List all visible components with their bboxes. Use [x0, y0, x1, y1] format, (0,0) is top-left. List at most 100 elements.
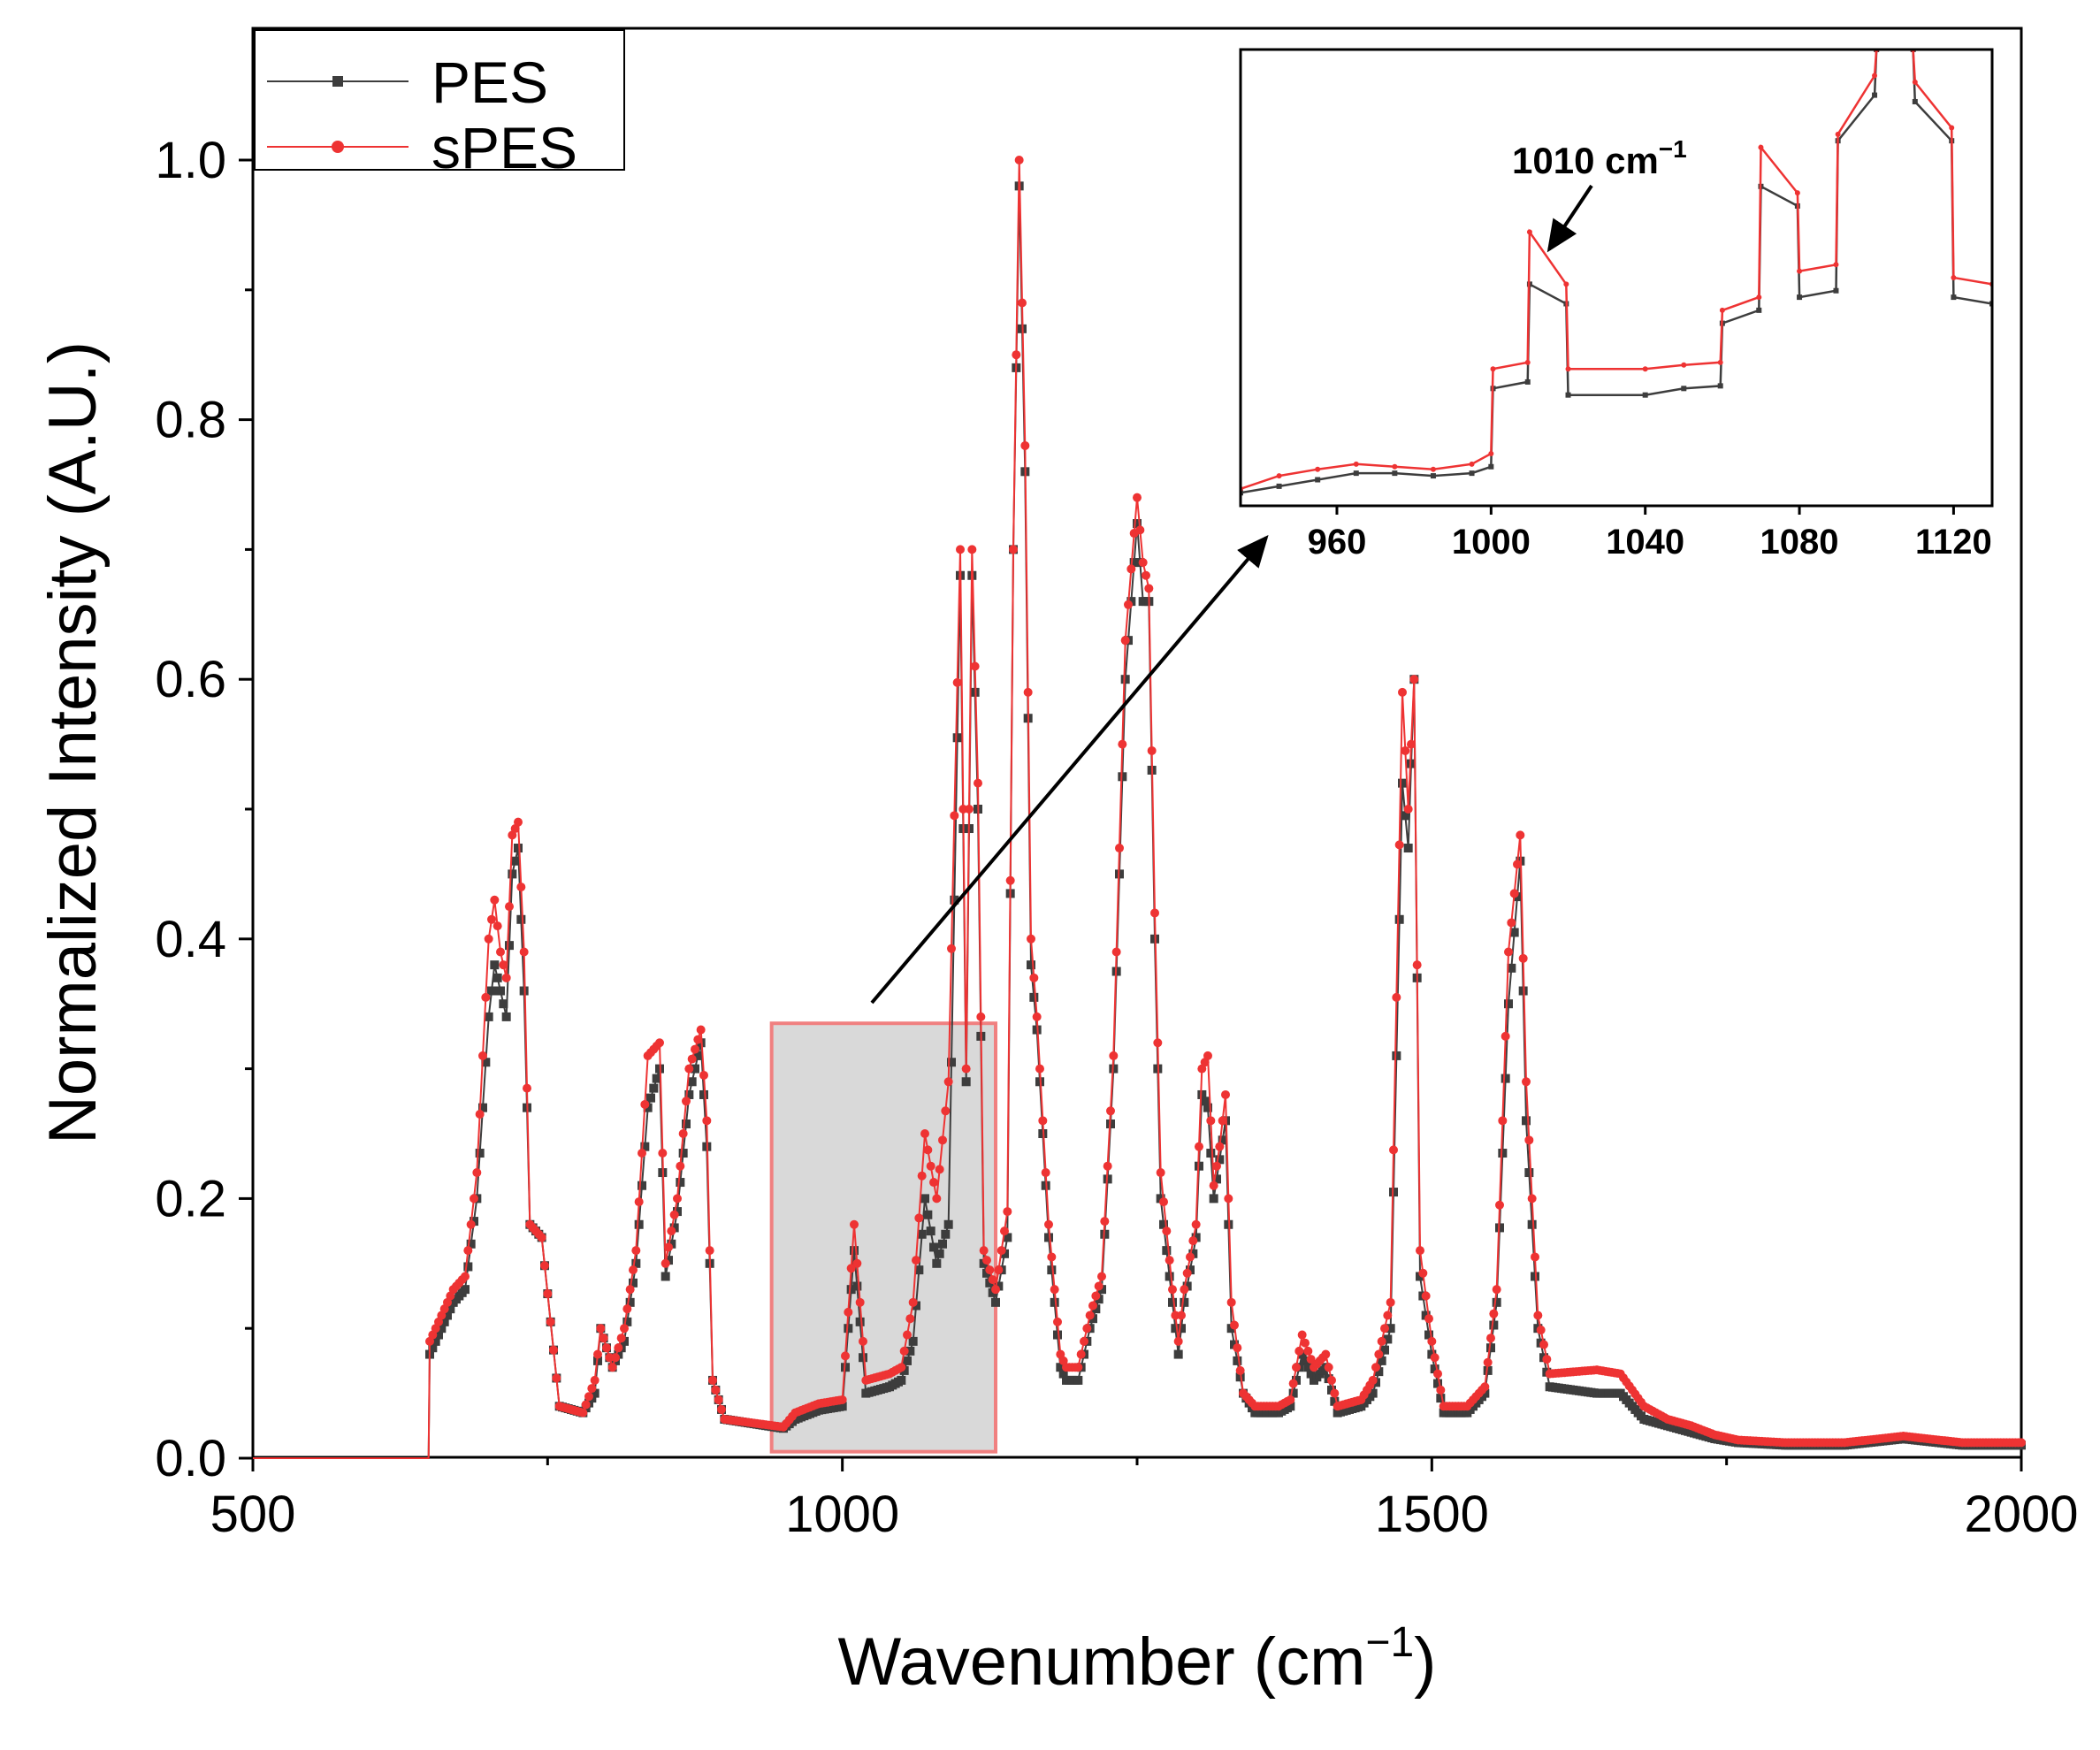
- data-point-spes: [1492, 1285, 1501, 1295]
- data-point-spes: [1368, 1375, 1378, 1385]
- inset-line-spes: [1241, 50, 1992, 490]
- data-point-spes: [1321, 1349, 1331, 1359]
- data-point-spes: [846, 1264, 856, 1273]
- data-point-pes: [1489, 1320, 1499, 1330]
- inset-x-tick-label: 1120: [1915, 523, 1992, 562]
- inset-frame: [1239, 48, 1994, 508]
- data-point-spes: [711, 1385, 721, 1395]
- data-point-pes: [481, 1058, 491, 1067]
- data-point-pes: [1306, 1369, 1316, 1379]
- data-point-pes: [950, 895, 959, 905]
- data-point-spes: [472, 1168, 482, 1178]
- data-point-pes: [897, 1375, 906, 1385]
- data-point-pes: [1486, 1343, 1495, 1353]
- data-point-spes: [905, 1314, 915, 1324]
- data-point-spes: [967, 545, 977, 554]
- data-point-pes: [1386, 1324, 1395, 1334]
- data-point-spes: [1380, 1324, 1389, 1334]
- data-point-pes: [638, 1181, 646, 1190]
- data-point-spes: [514, 817, 523, 827]
- data-point-spes: [1424, 1314, 1433, 1324]
- data-point-spes: [997, 1246, 1006, 1256]
- data-point-pes: [1044, 1233, 1053, 1242]
- data-point-spes: [956, 545, 965, 554]
- data-point-pes: [920, 1194, 929, 1204]
- y-tick-label: 0.2: [155, 1170, 226, 1227]
- data-point-spes: [638, 1149, 646, 1158]
- x-tick-label: 500: [210, 1486, 296, 1543]
- data-point-spes: [961, 1064, 971, 1074]
- data-point-spes: [607, 1363, 617, 1372]
- data-point-spes: [1427, 1336, 1437, 1346]
- data-point-pes: [646, 1093, 655, 1103]
- data-point-spes: [1412, 960, 1422, 970]
- data-point-pes: [1527, 1219, 1537, 1229]
- data-point-pes: [1029, 992, 1039, 1002]
- data-point-spes: [1516, 830, 1525, 840]
- inset-point-pes: [1912, 98, 1918, 104]
- data-point-pes: [1180, 1297, 1189, 1307]
- data-point-spes: [844, 1307, 853, 1317]
- data-point-pes: [490, 960, 500, 970]
- data-point-spes: [1301, 1338, 1310, 1348]
- inset-point-pes: [1797, 294, 1803, 301]
- data-point-spes: [1041, 1168, 1050, 1178]
- data-point-spes: [1191, 1219, 1201, 1229]
- data-point-pes: [844, 1324, 853, 1334]
- data-point-spes: [1144, 584, 1154, 593]
- y-tick-label: 1.0: [155, 132, 226, 189]
- data-point-spes: [974, 778, 982, 788]
- data-point-pes: [1118, 772, 1127, 782]
- data-point-spes: [1524, 1135, 1534, 1145]
- data-point-spes: [1483, 1357, 1493, 1367]
- data-point-spes: [1023, 687, 1033, 697]
- y-tick-label: 0.8: [155, 392, 226, 449]
- data-point-spes: [1215, 1142, 1225, 1151]
- inset-point-spes: [1833, 262, 1839, 268]
- inset-point-pes: [1469, 470, 1475, 477]
- y-tick-label: 0.4: [155, 911, 226, 968]
- data-point-pes: [837, 1402, 847, 1411]
- data-point-pes: [484, 1012, 493, 1021]
- data-point-pes: [478, 1103, 487, 1112]
- data-point-spes: [1014, 156, 1024, 164]
- data-point-spes: [1147, 745, 1157, 755]
- data-point-pes: [941, 1229, 951, 1239]
- data-point-pes: [437, 1324, 447, 1334]
- data-point-pes: [1212, 1174, 1221, 1184]
- data-point-spes: [912, 1256, 920, 1265]
- data-point-spes: [470, 1194, 478, 1204]
- data-point-spes: [543, 1289, 553, 1299]
- data-point-spes: [859, 1336, 867, 1346]
- inset-line-pes: [1241, 50, 1992, 494]
- data-point-pes: [1173, 1349, 1183, 1359]
- data-point-pes: [1394, 914, 1404, 924]
- data-point-pes: [590, 1388, 599, 1398]
- data-point-pes: [1120, 675, 1130, 684]
- data-point-spes: [914, 1213, 924, 1223]
- data-point-pes: [1286, 1402, 1295, 1411]
- inset-point-spes: [1719, 307, 1725, 313]
- data-point-pes: [508, 869, 517, 879]
- data-point-pes: [917, 1229, 927, 1239]
- data-point-spes: [516, 883, 526, 892]
- inset-series-spes: [1241, 50, 1992, 492]
- data-point-spes: [926, 1161, 935, 1171]
- inset-point-spes: [1490, 366, 1496, 372]
- data-point-pes: [501, 1012, 511, 1021]
- data-point-spes: [549, 1345, 558, 1355]
- data-point-spes: [1224, 1194, 1233, 1204]
- data-point-pes: [1522, 1116, 1531, 1126]
- inset-point-pes: [1951, 294, 1957, 301]
- data-point-spes: [1398, 687, 1407, 697]
- data-point-spes: [616, 1334, 626, 1343]
- series-spes: [253, 156, 2026, 1459]
- data-point-spes: [917, 1171, 927, 1181]
- data-point-spes: [1374, 1349, 1384, 1359]
- data-point-pes: [952, 733, 962, 743]
- data-point-spes: [596, 1324, 606, 1334]
- data-point-spes: [658, 1149, 668, 1158]
- data-point-spes: [463, 1246, 473, 1256]
- data-point-spes: [552, 1373, 561, 1383]
- data-point-pes: [1436, 1394, 1446, 1403]
